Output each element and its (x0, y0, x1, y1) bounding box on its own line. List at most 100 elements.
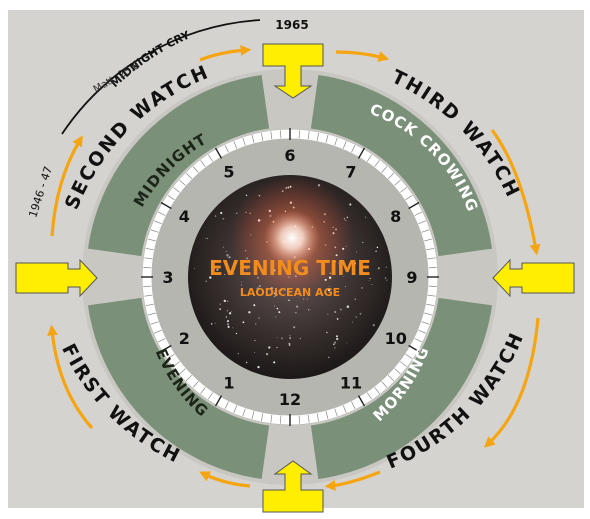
star (354, 298, 356, 300)
star (227, 325, 230, 328)
tick-mark (394, 179, 401, 186)
tick-mark (260, 132, 264, 141)
tick-mark (150, 229, 159, 233)
star (235, 332, 238, 335)
star (231, 311, 233, 313)
star (335, 335, 339, 338)
hour-number-11: 11 (340, 374, 362, 393)
star (245, 361, 248, 364)
tick-mark (147, 312, 156, 316)
star (255, 323, 257, 325)
tick-mark (160, 201, 172, 210)
star (254, 352, 255, 353)
tick-mark (334, 137, 338, 146)
star (268, 346, 271, 349)
star (248, 311, 251, 314)
star (205, 280, 207, 282)
star (334, 347, 336, 349)
star (375, 250, 377, 253)
hour-number-10: 10 (385, 329, 407, 348)
star (340, 308, 342, 311)
tick-mark (316, 132, 320, 141)
tick-mark (374, 160, 380, 167)
star (386, 279, 388, 281)
tick-mark (405, 195, 413, 201)
tick-mark (298, 130, 300, 139)
tick-mark (426, 247, 435, 251)
star (327, 288, 331, 291)
star (333, 343, 335, 346)
tick-mark (144, 294, 153, 297)
star (372, 323, 375, 327)
tick-mark (298, 415, 300, 424)
star (359, 312, 362, 315)
star (377, 267, 380, 270)
tick-mark (427, 294, 436, 297)
star (241, 281, 242, 283)
tick-mark (400, 187, 407, 193)
star (225, 250, 227, 252)
year-1965-label: 1965 (275, 18, 308, 32)
tick-mark (424, 312, 433, 316)
star (361, 287, 363, 289)
star (345, 286, 346, 288)
star (228, 256, 231, 259)
star (384, 277, 387, 279)
tick-mark (185, 375, 192, 382)
tick-mark (357, 147, 366, 159)
tick-mark (334, 408, 338, 417)
tick-mark (208, 392, 214, 400)
tick-mark (158, 338, 166, 343)
tick-mark (351, 145, 356, 153)
star (253, 304, 256, 307)
tick-mark (224, 401, 229, 409)
star (222, 246, 224, 248)
tick-mark (424, 238, 433, 242)
hour-number-6: 6 (284, 146, 295, 165)
star (206, 237, 209, 240)
tick-mark (428, 267, 437, 269)
star (385, 266, 388, 268)
tick-mark (242, 137, 246, 146)
star (223, 299, 226, 303)
tick-mark (160, 344, 172, 353)
star (289, 335, 291, 337)
tick-mark (307, 131, 310, 140)
tick-mark (233, 405, 238, 413)
tick-mark (173, 187, 180, 193)
star (306, 298, 308, 300)
tick-mark (192, 381, 199, 388)
tick-mark (242, 408, 246, 417)
star (368, 280, 370, 282)
hour-number-4: 4 (179, 207, 190, 226)
center-title: EVENING TIME (209, 256, 371, 280)
tick-mark (421, 229, 430, 233)
star (226, 253, 229, 257)
star (371, 283, 373, 286)
tick-mark (158, 211, 166, 216)
star (276, 337, 278, 338)
star (328, 356, 330, 359)
tick-mark (179, 368, 186, 375)
tick-mark (427, 257, 436, 260)
tick-mark (418, 220, 426, 225)
tick-mark (214, 395, 223, 407)
tick-mark (366, 154, 372, 162)
orange-arrow (47, 324, 94, 430)
hour-number-3: 3 (162, 268, 173, 287)
star (224, 273, 226, 275)
sector-ring (87, 74, 493, 480)
orange-arrow (490, 129, 541, 256)
star (209, 276, 212, 279)
hour-number-8: 8 (390, 207, 401, 226)
tick-mark (381, 381, 388, 388)
hour-number-2: 2 (179, 329, 190, 348)
star (299, 337, 302, 340)
star (342, 276, 344, 277)
star (276, 307, 279, 310)
star (219, 308, 221, 310)
star (216, 268, 219, 271)
star (308, 309, 310, 311)
star (278, 311, 281, 314)
